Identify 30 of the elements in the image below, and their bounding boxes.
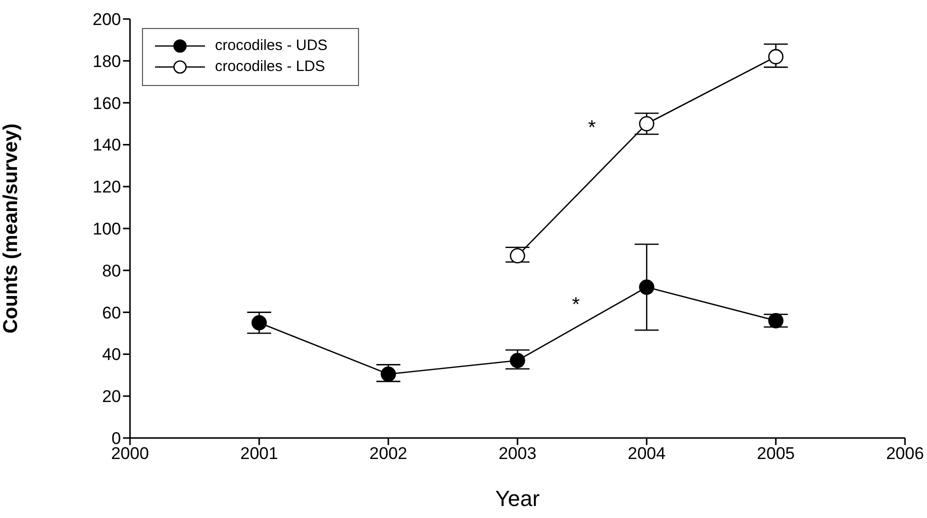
legend-label: crocodiles - LDS: [215, 58, 326, 75]
y-tick-label: 100: [92, 220, 121, 239]
y-tick-label: 60: [102, 303, 121, 322]
x-tick-label: 2004: [628, 444, 666, 464]
point: [639, 116, 654, 132]
point: [768, 49, 784, 64]
point: [510, 352, 526, 368]
point: [510, 248, 526, 264]
y-tick-label: 200: [92, 10, 121, 30]
x-tick-label: 2003: [498, 444, 536, 464]
annotation: *: [572, 294, 580, 316]
y-tick-label: 160: [92, 94, 121, 113]
y-tick-label: 20: [102, 387, 121, 406]
y-tick-label: 120: [92, 178, 121, 197]
y-tick-label: 80: [102, 261, 121, 280]
point: [380, 366, 396, 382]
point: [252, 315, 267, 330]
y-axis-title: Counts (mean/survey): [0, 123, 22, 334]
x-tick-label: 2001: [240, 444, 278, 464]
annotation: *: [588, 117, 596, 139]
point: [639, 280, 654, 295]
point: [768, 313, 784, 328]
y-tick-label: 180: [92, 52, 121, 71]
legend-label: crocodiles - UDS: [215, 37, 328, 54]
x-tick-label: 2006: [886, 444, 924, 464]
y-tick-label: 40: [102, 345, 121, 364]
x-axis-title: Year: [495, 486, 540, 511]
x-tick-label: 2005: [756, 444, 795, 464]
y-tick-label: 140: [92, 136, 121, 155]
x-tick-label: 2002: [369, 444, 408, 464]
